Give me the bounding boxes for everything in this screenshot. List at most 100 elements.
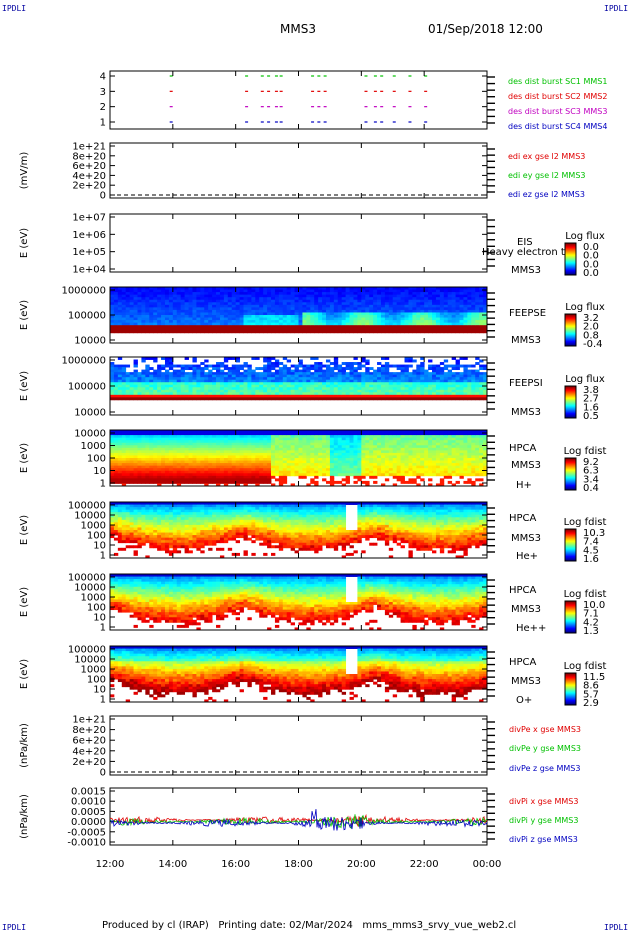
legend-entry: divPi x gse MMS3 <box>509 797 578 806</box>
colorbar-band <box>565 474 576 476</box>
colorbar-band <box>565 343 576 345</box>
colorbar-tick-label: 5.7 <box>583 689 599 700</box>
colorbar-tick-label: 0.0 <box>583 268 599 279</box>
series-line <box>109 809 488 831</box>
colorbar-band <box>565 464 576 466</box>
colorbar-band <box>565 332 576 334</box>
y-tick-label: 1 <box>100 479 106 490</box>
colorbar-band <box>565 314 576 316</box>
y-tick-label: 8e+20 <box>72 725 106 736</box>
colorbar-band <box>565 679 576 681</box>
colorbar-band <box>565 619 576 621</box>
colorbar-band <box>565 681 576 683</box>
colorbar-band <box>565 625 576 627</box>
colorbar-band <box>565 479 576 481</box>
colorbar-band <box>565 245 576 247</box>
y-tick-label: 4e+20 <box>72 171 106 182</box>
colorbar-band <box>565 337 576 339</box>
colorbar-band <box>565 330 576 332</box>
colorbar-band <box>565 398 576 400</box>
y-tick-label: 100000 <box>68 311 106 322</box>
colorbar-band <box>565 689 576 691</box>
colorbar-tick-label: 4.2 <box>583 617 599 628</box>
x-tick-label: 14:00 <box>158 859 187 870</box>
colorbar-band <box>565 693 576 695</box>
colorbar-band <box>565 316 576 318</box>
colorbar-band <box>565 688 576 690</box>
y-tick-label: 100000 <box>68 382 106 393</box>
colorbar-band <box>565 329 576 331</box>
colorbar-band <box>565 701 576 703</box>
colorbar-band <box>565 548 576 550</box>
y-axis-label: E (eV) <box>19 515 30 545</box>
colorbar-tick-label: 2.9 <box>583 698 599 709</box>
colorbar-band <box>565 557 576 559</box>
colorbar-tick-label: 0.8 <box>583 330 599 341</box>
colorbar-band <box>565 601 576 603</box>
colorbar-band <box>565 458 576 460</box>
colorbar-band <box>565 251 576 253</box>
colorbar-band <box>565 336 576 338</box>
corner-label-bl: IPDLI <box>2 923 27 932</box>
y-tick-label: 10000 <box>74 336 106 347</box>
corner-label-br: IPDLI <box>604 923 629 932</box>
colorbar-band <box>565 686 576 688</box>
colorbar-band <box>565 609 576 611</box>
colorbar-band <box>565 605 576 607</box>
colorbar-band <box>565 559 576 561</box>
instrument-label: HPCA <box>509 585 537 596</box>
y-tick-label: 100 <box>87 603 106 614</box>
colorbar-band <box>565 676 576 678</box>
y-tick-label: 1e+07 <box>72 213 106 224</box>
colorbar-frame <box>564 600 577 634</box>
colorbar-band <box>565 546 576 548</box>
colorbar-band <box>565 327 576 329</box>
y-tick-label: 4 <box>100 72 106 83</box>
colorbar-band <box>565 673 576 675</box>
colorbar-band <box>565 628 576 630</box>
colorbar-band <box>565 325 576 327</box>
y-tick-label: 1e+04 <box>72 265 106 276</box>
panel-feepse: 10000 100000 1000000 E (eV) FEEPSE MMS3 Log fl… <box>19 286 605 351</box>
colorbar-band <box>565 475 576 477</box>
instrument-label: HPCA <box>509 657 537 668</box>
y-tick-label: 10000 <box>74 583 106 594</box>
panel-frame <box>109 715 488 776</box>
colorbar-band <box>565 264 576 266</box>
colorbar-tick-label: 11.5 <box>583 672 605 683</box>
colorbar-band <box>565 536 576 538</box>
y-tick-label: 100000 <box>68 573 106 584</box>
colorbar-band <box>565 392 576 394</box>
colorbar-tick-label: 7.1 <box>583 609 599 620</box>
y-tick-label: 100000 <box>68 645 106 656</box>
y-tick-label: 3 <box>100 87 106 98</box>
colorbar-band <box>565 604 576 606</box>
colorbar-band <box>565 393 576 395</box>
y-tick-label: 1 <box>100 551 106 562</box>
colorbar-band <box>565 614 576 616</box>
colorbar-band <box>565 558 576 560</box>
colorbar-frame <box>564 528 577 562</box>
spacecraft-label: MMS3 <box>511 407 541 418</box>
colorbar-band <box>565 612 576 614</box>
colorbar-band <box>565 324 576 326</box>
colorbar-band <box>565 630 576 632</box>
spacecraft-label: MMS3 <box>511 460 541 471</box>
colorbar-band <box>565 678 576 680</box>
y-tick-label: 1 <box>100 118 106 129</box>
colorbar-band <box>565 540 576 542</box>
colorbar-band <box>565 396 576 398</box>
y-tick-label: 0.0005 <box>71 807 106 818</box>
legend-entry: edi ex gse l2 MMS3 <box>508 152 585 161</box>
colorbar-band <box>565 606 576 608</box>
y-tick-label: 2 <box>100 102 106 113</box>
colorbar-frame <box>564 385 577 419</box>
instrument-label: FEEPSI <box>509 378 543 389</box>
y-axis-label: (nPa/km) <box>19 723 30 768</box>
colorbar-band <box>565 390 576 392</box>
colorbar-band <box>565 246 576 248</box>
colorbar-band <box>565 416 576 418</box>
